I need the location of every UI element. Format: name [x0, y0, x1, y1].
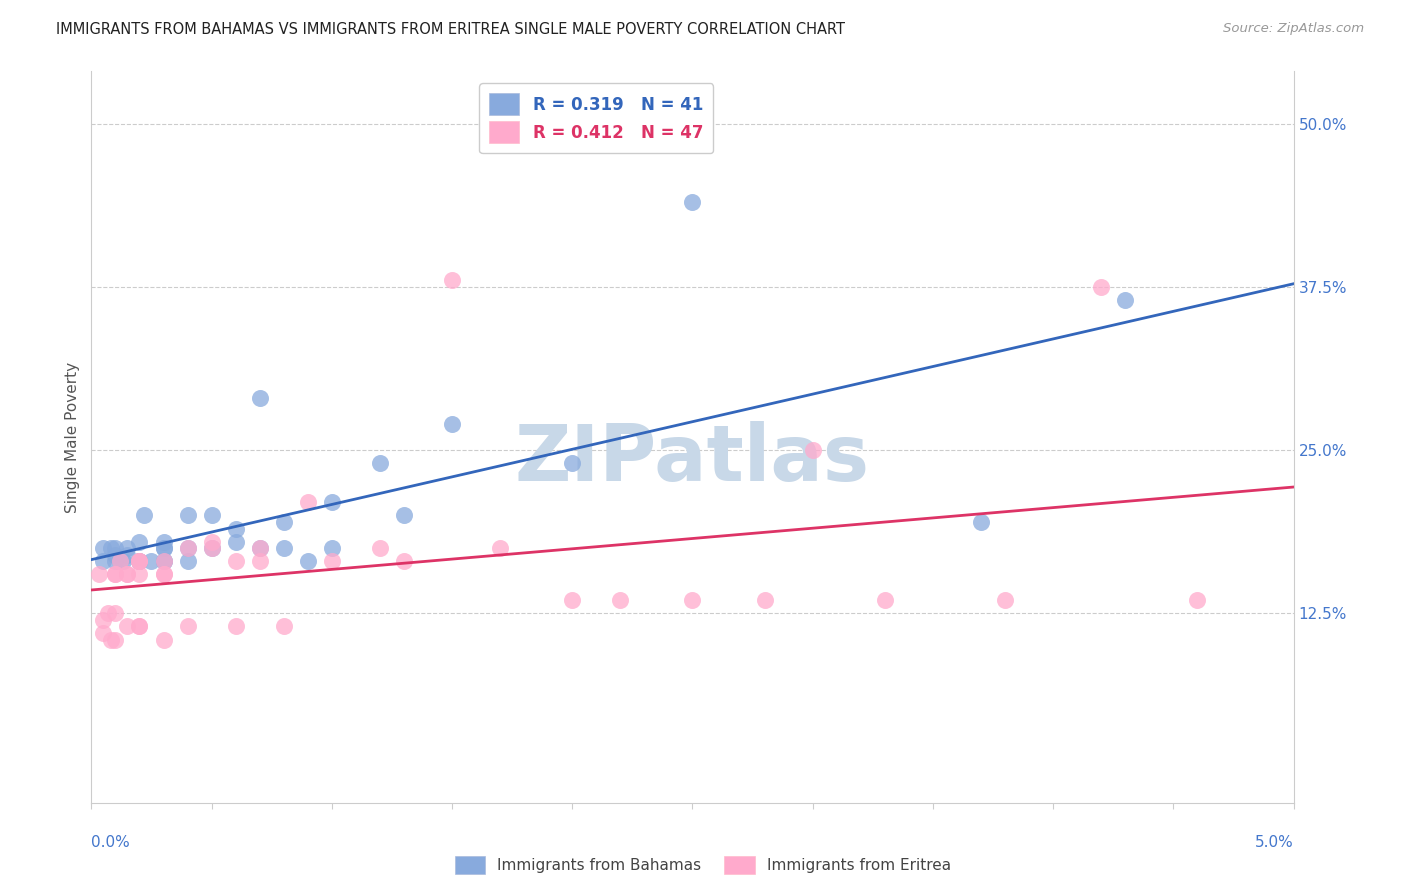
Point — [368, 456, 391, 470]
Point — [176, 508, 198, 523]
Point — [104, 567, 127, 582]
Point — [152, 632, 174, 647]
Point — [93, 613, 115, 627]
Point — [1187, 593, 1209, 607]
Point — [104, 554, 127, 568]
Point — [561, 456, 583, 470]
Point — [152, 541, 174, 555]
Point — [152, 554, 174, 568]
Text: IMMIGRANTS FROM BAHAMAS VS IMMIGRANTS FROM ERITREA SINGLE MALE POVERTY CORRELATI: IMMIGRANTS FROM BAHAMAS VS IMMIGRANTS FR… — [56, 22, 845, 37]
Point — [873, 593, 896, 607]
Point — [297, 554, 319, 568]
Point — [561, 593, 583, 607]
Point — [249, 391, 271, 405]
Point — [128, 554, 150, 568]
Point — [321, 541, 343, 555]
Point — [152, 567, 174, 582]
Point — [128, 554, 150, 568]
Y-axis label: Single Male Poverty: Single Male Poverty — [65, 361, 80, 513]
Point — [152, 534, 174, 549]
Point — [111, 554, 134, 568]
Point — [104, 541, 127, 555]
Text: Source: ZipAtlas.com: Source: ZipAtlas.com — [1223, 22, 1364, 36]
Point — [225, 534, 247, 549]
Point — [97, 607, 120, 621]
Point — [249, 541, 271, 555]
Point — [152, 541, 174, 555]
Point — [104, 607, 127, 621]
Point — [117, 541, 139, 555]
Point — [128, 554, 150, 568]
Point — [440, 417, 463, 431]
Point — [994, 593, 1017, 607]
Point — [117, 567, 139, 582]
Point — [176, 554, 198, 568]
Point — [110, 554, 132, 568]
Point — [110, 554, 132, 568]
Point — [321, 554, 343, 568]
Point — [128, 619, 150, 633]
Legend: R = 0.319   N = 41, R = 0.412   N = 47: R = 0.319 N = 41, R = 0.412 N = 47 — [479, 83, 713, 153]
Point — [225, 619, 247, 633]
Text: 0.0%: 0.0% — [91, 836, 131, 850]
Point — [117, 567, 139, 582]
Point — [93, 554, 115, 568]
Point — [152, 554, 174, 568]
Point — [93, 626, 115, 640]
Point — [201, 508, 224, 523]
Point — [128, 554, 150, 568]
Point — [273, 619, 295, 633]
Point — [100, 541, 122, 555]
Point — [225, 521, 247, 535]
Point — [134, 508, 156, 523]
Point — [87, 567, 110, 582]
Point — [249, 554, 271, 568]
Text: ZIPatlas: ZIPatlas — [515, 421, 870, 497]
Point — [176, 619, 198, 633]
Point — [297, 495, 319, 509]
Point — [141, 554, 163, 568]
Point — [104, 632, 127, 647]
Point — [273, 541, 295, 555]
Point — [440, 273, 463, 287]
Point — [392, 508, 415, 523]
Point — [100, 632, 122, 647]
Point — [104, 548, 127, 562]
Point — [201, 534, 224, 549]
Point — [249, 541, 271, 555]
Point — [273, 515, 295, 529]
Point — [176, 541, 198, 555]
Point — [1090, 280, 1112, 294]
Point — [104, 567, 127, 582]
Point — [176, 541, 198, 555]
Point — [152, 567, 174, 582]
Point — [117, 548, 139, 562]
Point — [117, 619, 139, 633]
Point — [970, 515, 993, 529]
Point — [128, 534, 150, 549]
Point — [152, 554, 174, 568]
Point — [128, 619, 150, 633]
Legend: Immigrants from Bahamas, Immigrants from Eritrea: Immigrants from Bahamas, Immigrants from… — [449, 850, 957, 880]
Point — [489, 541, 512, 555]
Point — [201, 541, 224, 555]
Point — [201, 541, 224, 555]
Point — [609, 593, 631, 607]
Point — [754, 593, 776, 607]
Point — [93, 541, 115, 555]
Point — [801, 443, 824, 458]
Point — [681, 194, 703, 209]
Point — [392, 554, 415, 568]
Point — [368, 541, 391, 555]
Text: 5.0%: 5.0% — [1254, 836, 1294, 850]
Point — [681, 593, 703, 607]
Point — [128, 567, 150, 582]
Point — [128, 554, 150, 568]
Point — [225, 554, 247, 568]
Point — [1114, 293, 1136, 307]
Point — [321, 495, 343, 509]
